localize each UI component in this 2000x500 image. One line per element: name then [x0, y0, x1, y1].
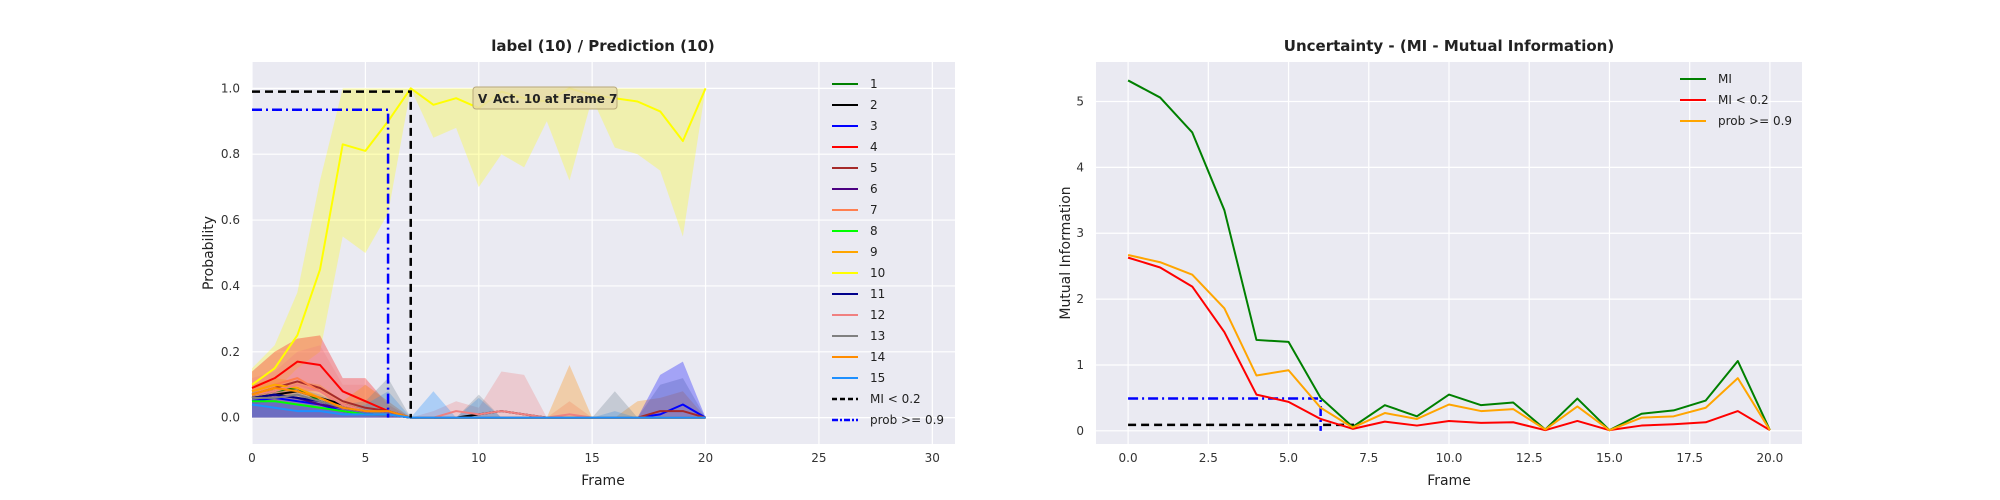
- x-tick-label: 0.0: [1119, 451, 1138, 465]
- x-tick-label: 25: [811, 451, 826, 465]
- legend-label: MI: [1718, 72, 1732, 86]
- y-tick-label: 0.6: [221, 213, 240, 227]
- series-line-MI: [1127, 79, 1771, 432]
- series-line-MI-0-2: [1127, 256, 1771, 432]
- x-tick-label: 12.5: [1516, 451, 1543, 465]
- reference-line-1: [1128, 397, 1322, 431]
- y-tick-label: 5: [1076, 95, 1084, 109]
- y-tick-label: 0: [1076, 424, 1084, 438]
- x-tick-label: 5: [362, 451, 370, 465]
- band-series-4: [252, 335, 706, 418]
- legend-label: 13: [870, 329, 885, 343]
- legend-label: 8: [870, 224, 878, 238]
- x-tick-label: 2.5: [1199, 451, 1218, 465]
- left-chart: 0 5 10 15 20 25 300.00.20.40.60.81.0 label (10…: [201, 37, 955, 489]
- legend-label: 12: [870, 308, 885, 322]
- left-reference-lines: [252, 90, 412, 418]
- left-tick-labels: 0 5 10 15 20 25 300.00.20.40.60.81.0: [221, 81, 940, 465]
- right-series: [1127, 79, 1771, 432]
- legend-label: 14: [870, 350, 885, 364]
- left-x-axis-label: Frame: [581, 473, 625, 489]
- right-x-axis-label: Frame: [1427, 473, 1471, 489]
- legend-label: 7: [870, 203, 878, 217]
- legend-label: 11: [870, 287, 885, 301]
- legend-label: 3: [870, 119, 878, 133]
- right-grid: [1096, 62, 1802, 444]
- left-y-axis-label: Probability: [201, 216, 217, 290]
- legend-label: 2: [870, 98, 878, 112]
- x-tick-label: 7.5: [1359, 451, 1378, 465]
- legend-label: 4: [870, 140, 878, 154]
- series-line-prob-0-9: [1127, 254, 1771, 432]
- legend-label: MI < 0.2: [870, 392, 921, 406]
- reference-line-1: [252, 108, 390, 418]
- left-chart-title: label (10) / Prediction (10): [491, 37, 714, 55]
- legend-label: 10: [870, 266, 885, 280]
- right-tick-labels: 0.0 2.5 5.0 7.5 10.0 12.5 15.0 17.5 20.0 0 1 2 3 4 5: [1076, 95, 1783, 465]
- x-tick-label: 17.5: [1676, 451, 1703, 465]
- legend-label: 1: [870, 77, 878, 91]
- x-tick-label: 10.0: [1436, 451, 1463, 465]
- y-tick-label: 0.2: [221, 345, 240, 359]
- right-chart: 0.0 2.5 5.0 7.5 10.0 12.5 15.0 17.5 20.0 0 1 2 3 4 5 U…: [1058, 37, 1802, 489]
- x-tick-label: 15.0: [1596, 451, 1623, 465]
- legend-label: 15: [870, 371, 885, 385]
- annotation-marker: V: [478, 92, 488, 106]
- x-tick-label: 30: [925, 451, 940, 465]
- x-tick-label: 20: [698, 451, 713, 465]
- left-grid: [251, 62, 955, 444]
- y-tick-label: 0.0: [221, 411, 240, 425]
- legend-label: 6: [870, 182, 878, 196]
- x-tick-label: 20.0: [1757, 451, 1784, 465]
- y-tick-label: 2: [1076, 292, 1084, 306]
- x-tick-label: 15: [585, 451, 600, 465]
- right-legend: MI MI < 0.2 prob >= 0.9: [1680, 72, 1792, 128]
- y-tick-label: 0.8: [221, 147, 240, 161]
- y-tick-label: 1.0: [221, 81, 240, 95]
- y-tick-label: 4: [1076, 160, 1084, 174]
- annotation-text: Act. 10 at Frame 7: [493, 92, 617, 106]
- band-series-10: [252, 88, 706, 402]
- legend-label: 9: [870, 245, 878, 259]
- reference-line-0: [252, 90, 412, 418]
- band-series-12: [252, 345, 706, 418]
- annotation-box: V Act. 10 at Frame 7: [472, 86, 618, 110]
- legend-label: prob >= 0.9: [870, 413, 944, 427]
- legend-label: prob >= 0.9: [1718, 114, 1792, 128]
- y-tick-label: 3: [1076, 226, 1084, 240]
- x-tick-label: 5.0: [1279, 451, 1298, 465]
- band-series-14: [252, 364, 706, 418]
- legend-label: 5: [870, 161, 878, 175]
- y-tick-label: 1: [1076, 358, 1084, 372]
- series-line-15: [251, 403, 706, 419]
- x-tick-label: 0: [248, 451, 256, 465]
- x-tick-label: 10: [471, 451, 486, 465]
- right-y-axis-label: Mutual Information: [1058, 186, 1074, 319]
- annotation-background: [472, 86, 618, 110]
- legend-label: MI < 0.2: [1718, 93, 1769, 107]
- right-chart-title: Uncertainty - (MI - Mutual Information): [1284, 37, 1614, 55]
- y-tick-label: 0.4: [221, 279, 240, 293]
